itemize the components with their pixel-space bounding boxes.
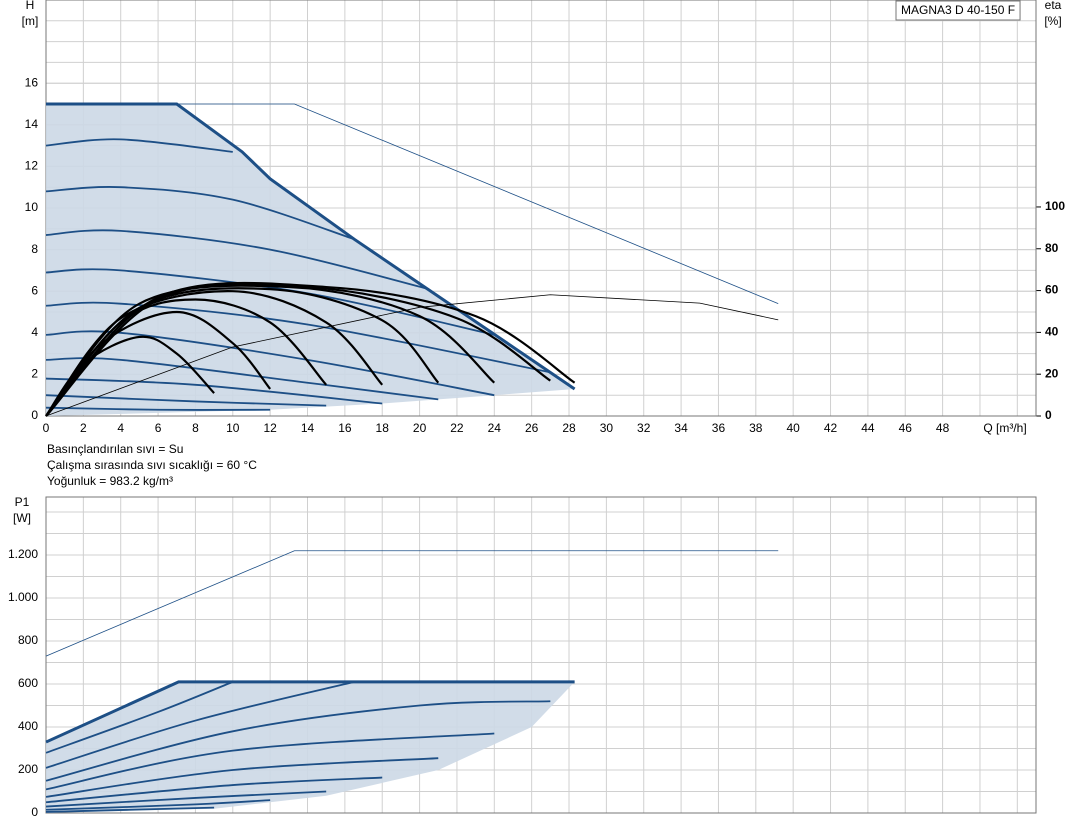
model-box xyxy=(895,0,1021,21)
shaded-area xyxy=(46,681,575,813)
note: Basınçlandırılan sıvı = Su xyxy=(47,442,183,456)
curve xyxy=(45,330,495,397)
curve xyxy=(45,301,551,374)
curve xyxy=(45,550,779,657)
x-tick-label: 10 xyxy=(226,421,240,435)
curve xyxy=(45,290,384,417)
y-tick-label: 400 xyxy=(18,719,38,733)
y-axis-unit: [m] xyxy=(22,14,39,28)
x-tick-label: 38 xyxy=(749,421,763,435)
plot-frame xyxy=(45,496,1037,814)
y-tick-label: 4 xyxy=(31,325,38,339)
curve xyxy=(45,281,576,417)
x-tick-label: 12 xyxy=(263,421,277,435)
curve xyxy=(45,394,327,407)
x-tick-label: 36 xyxy=(712,421,726,435)
note: Çalışma sırasında sıvı sıcaklığı = 60 °C xyxy=(47,458,257,472)
curve xyxy=(45,284,496,417)
curve xyxy=(45,680,355,769)
y2-tick-label: 0 xyxy=(1045,408,1052,422)
curve xyxy=(46,103,779,305)
x-tick-label: 20 xyxy=(413,421,427,435)
curve xyxy=(45,406,271,411)
x-tick-label: 14 xyxy=(301,421,315,435)
y-tick-label: 6 xyxy=(31,283,38,297)
curve xyxy=(45,776,383,804)
y-tick-label: 2 xyxy=(31,367,38,381)
y2-axis-label: eta xyxy=(1045,0,1062,12)
y-tick-label: 0 xyxy=(31,408,38,422)
y-axis-label: H xyxy=(26,0,35,12)
y-tick-label: 600 xyxy=(18,676,38,690)
x-tick-label: 46 xyxy=(899,421,913,435)
x-tick-label: 34 xyxy=(674,421,688,435)
y-tick-label: 8 xyxy=(31,242,38,256)
curve xyxy=(45,790,327,808)
curve xyxy=(45,806,215,813)
curve xyxy=(45,229,430,290)
x-tick-label: 32 xyxy=(637,421,651,435)
x-tick-label: 40 xyxy=(786,421,800,435)
curve xyxy=(45,680,575,744)
curve xyxy=(45,732,495,791)
curve xyxy=(45,700,551,782)
y-tick-label: 14 xyxy=(25,117,39,131)
y-tick-label: 0 xyxy=(31,805,38,819)
x-tick-label: 26 xyxy=(525,421,539,435)
x-tick-label: 4 xyxy=(117,421,124,435)
y-tick-label: 10 xyxy=(25,200,39,214)
x-tick-label: 24 xyxy=(488,421,502,435)
curve xyxy=(45,294,779,417)
model-label: MAGNA3 D 40-150 F xyxy=(901,3,1015,17)
y-tick-label: 12 xyxy=(25,159,39,173)
curve xyxy=(45,282,551,417)
y2-axis-unit: [%] xyxy=(1044,14,1061,28)
x-tick-label: 18 xyxy=(376,421,390,435)
x-tick-label: 16 xyxy=(338,421,352,435)
y2-tick-label: 40 xyxy=(1045,325,1059,339)
x-tick-label: 0 xyxy=(43,421,50,435)
y-tick-label: 800 xyxy=(18,633,38,647)
x-tick-label: 6 xyxy=(155,421,162,435)
y2-tick-label: 100 xyxy=(1045,199,1065,213)
x-tick-label: 22 xyxy=(450,421,464,435)
x-tick-label: 28 xyxy=(562,421,576,435)
curve xyxy=(45,186,355,241)
x-tick-label: 42 xyxy=(824,421,838,435)
x-tick-label: 44 xyxy=(861,421,875,435)
x-tick-label: 8 xyxy=(192,421,199,435)
curve xyxy=(45,138,233,153)
curve xyxy=(45,757,439,798)
x-tick-label: 48 xyxy=(936,421,950,435)
y-axis-unit: [W] xyxy=(13,511,31,525)
x-tick-label: 30 xyxy=(600,421,614,435)
curve xyxy=(45,681,234,754)
y-tick-label: 200 xyxy=(18,762,38,776)
y-axis-label: P1 xyxy=(15,495,30,509)
curve xyxy=(45,287,440,417)
note: Yoğunluk = 983.2 kg/m³ xyxy=(47,474,173,488)
y2-tick-label: 80 xyxy=(1045,241,1059,255)
y2-tick-label: 60 xyxy=(1045,283,1059,297)
y-tick-label: 1.000 xyxy=(8,590,38,604)
shaded-area xyxy=(46,104,575,416)
x-axis-label: Q [m³/h] xyxy=(983,421,1026,435)
curve xyxy=(45,377,383,405)
y-tick-label: 16 xyxy=(25,75,39,89)
y-tick-label: 1.200 xyxy=(8,547,38,561)
y2-tick-label: 20 xyxy=(1045,366,1059,380)
curve xyxy=(45,799,271,811)
x-tick-label: 2 xyxy=(80,421,87,435)
